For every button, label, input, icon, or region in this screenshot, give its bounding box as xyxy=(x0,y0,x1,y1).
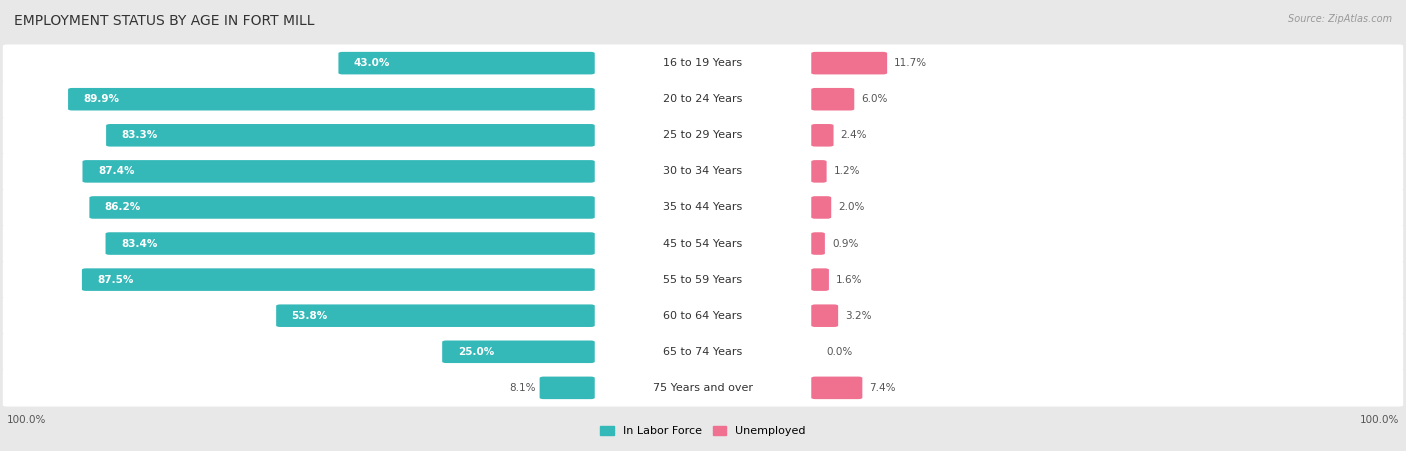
Text: 65 to 74 Years: 65 to 74 Years xyxy=(664,347,742,357)
Text: 100.0%: 100.0% xyxy=(1360,415,1399,425)
Text: 75 Years and over: 75 Years and over xyxy=(652,383,754,393)
FancyBboxPatch shape xyxy=(90,196,595,219)
FancyBboxPatch shape xyxy=(3,117,1403,154)
Text: 8.1%: 8.1% xyxy=(509,383,536,393)
Text: 43.0%: 43.0% xyxy=(354,58,391,68)
Text: 1.6%: 1.6% xyxy=(837,275,862,285)
Text: 0.0%: 0.0% xyxy=(827,347,853,357)
Text: Source: ZipAtlas.com: Source: ZipAtlas.com xyxy=(1288,14,1392,23)
Text: 6.0%: 6.0% xyxy=(862,94,887,104)
Text: 45 to 54 Years: 45 to 54 Years xyxy=(664,239,742,249)
FancyBboxPatch shape xyxy=(67,88,595,110)
Text: 20 to 24 Years: 20 to 24 Years xyxy=(664,94,742,104)
FancyBboxPatch shape xyxy=(3,297,1403,334)
FancyBboxPatch shape xyxy=(811,377,862,399)
FancyBboxPatch shape xyxy=(3,333,1403,370)
Text: 53.8%: 53.8% xyxy=(291,311,328,321)
Text: 89.9%: 89.9% xyxy=(83,94,120,104)
Text: 100.0%: 100.0% xyxy=(7,415,46,425)
Text: 83.4%: 83.4% xyxy=(121,239,157,249)
FancyBboxPatch shape xyxy=(811,124,834,147)
Text: 25 to 29 Years: 25 to 29 Years xyxy=(664,130,742,140)
FancyBboxPatch shape xyxy=(811,160,827,183)
FancyBboxPatch shape xyxy=(276,304,595,327)
Legend: In Labor Force, Unemployed: In Labor Force, Unemployed xyxy=(596,422,810,441)
Text: 7.4%: 7.4% xyxy=(869,383,896,393)
FancyBboxPatch shape xyxy=(3,153,1403,190)
Text: 2.0%: 2.0% xyxy=(838,202,865,212)
Text: 83.3%: 83.3% xyxy=(121,130,157,140)
Text: 11.7%: 11.7% xyxy=(894,58,928,68)
FancyBboxPatch shape xyxy=(105,232,595,255)
FancyBboxPatch shape xyxy=(3,261,1403,298)
FancyBboxPatch shape xyxy=(83,160,595,183)
FancyBboxPatch shape xyxy=(3,369,1403,406)
FancyBboxPatch shape xyxy=(3,225,1403,262)
FancyBboxPatch shape xyxy=(339,52,595,74)
FancyBboxPatch shape xyxy=(3,81,1403,118)
FancyBboxPatch shape xyxy=(811,196,831,219)
FancyBboxPatch shape xyxy=(441,341,595,363)
FancyBboxPatch shape xyxy=(811,268,830,291)
FancyBboxPatch shape xyxy=(82,268,595,291)
Text: 0.9%: 0.9% xyxy=(832,239,858,249)
Text: 1.2%: 1.2% xyxy=(834,166,860,176)
FancyBboxPatch shape xyxy=(3,45,1403,82)
FancyBboxPatch shape xyxy=(811,232,825,255)
FancyBboxPatch shape xyxy=(3,189,1403,226)
FancyBboxPatch shape xyxy=(540,377,595,399)
FancyBboxPatch shape xyxy=(811,88,855,110)
Text: EMPLOYMENT STATUS BY AGE IN FORT MILL: EMPLOYMENT STATUS BY AGE IN FORT MILL xyxy=(14,14,315,28)
FancyBboxPatch shape xyxy=(811,52,887,74)
Text: 30 to 34 Years: 30 to 34 Years xyxy=(664,166,742,176)
Text: 16 to 19 Years: 16 to 19 Years xyxy=(664,58,742,68)
Text: 86.2%: 86.2% xyxy=(105,202,141,212)
Text: 35 to 44 Years: 35 to 44 Years xyxy=(664,202,742,212)
Text: 3.2%: 3.2% xyxy=(845,311,872,321)
FancyBboxPatch shape xyxy=(105,124,595,147)
Text: 55 to 59 Years: 55 to 59 Years xyxy=(664,275,742,285)
Text: 2.4%: 2.4% xyxy=(841,130,868,140)
Text: 87.4%: 87.4% xyxy=(98,166,135,176)
Text: 60 to 64 Years: 60 to 64 Years xyxy=(664,311,742,321)
Text: 87.5%: 87.5% xyxy=(97,275,134,285)
FancyBboxPatch shape xyxy=(811,304,838,327)
Text: 25.0%: 25.0% xyxy=(458,347,494,357)
